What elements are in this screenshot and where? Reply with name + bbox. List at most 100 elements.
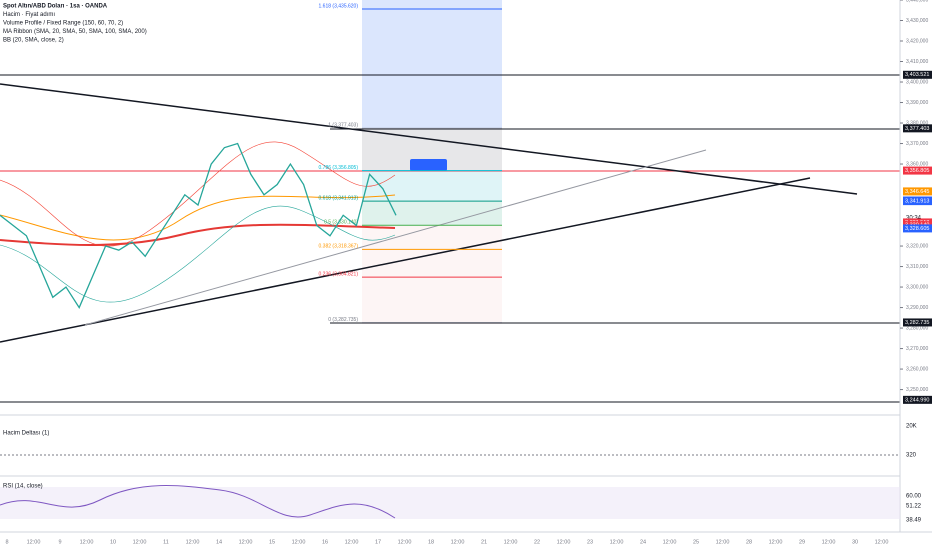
time-label: 12:00 xyxy=(186,539,200,545)
fib-label: 0.382 (3,318.367) xyxy=(319,244,359,250)
trendline xyxy=(0,177,811,343)
time-label: 12:00 xyxy=(80,539,94,545)
time-label: 12:00 xyxy=(875,539,889,545)
y-tick-label: 3,280,000 xyxy=(906,325,928,331)
price-tag xyxy=(903,166,932,175)
time-label: 12:00 xyxy=(769,539,783,545)
time-label: 12:00 xyxy=(292,539,306,545)
bollinger-band xyxy=(0,141,396,247)
price-tag-label: 3,377.403 xyxy=(905,126,929,132)
fib-label: 0 (3,282.735) xyxy=(328,317,358,323)
rsi-line xyxy=(0,485,396,519)
trendline xyxy=(0,83,858,195)
time-label: 12:00 xyxy=(610,539,624,545)
y-tick-label: 3,440,000 xyxy=(906,0,928,3)
y-tick-label: 3,390,000 xyxy=(906,100,928,106)
price-tag xyxy=(903,124,932,133)
time-label: 9 xyxy=(58,539,61,545)
trendline xyxy=(84,149,707,326)
y-tick-label: 3,370,000 xyxy=(906,141,928,147)
legend-line: Spot Altın/ABD Doları · 1sa · OANDA xyxy=(3,4,108,10)
fib-extension-zone xyxy=(362,0,502,129)
time-label: 10 xyxy=(110,539,116,545)
pane-tick: 51.22 xyxy=(906,504,922,510)
time-label: 23 xyxy=(587,539,593,545)
legend-line: MA Ribbon (SMA, 20, SMA, 50, SMA, 100, S… xyxy=(3,29,147,35)
price-tag xyxy=(903,197,932,206)
time-label: 29 xyxy=(799,539,805,545)
y-tick-label: 3,300,000 xyxy=(906,284,928,290)
fib-label: 1.618 (3,435.620) xyxy=(319,3,359,9)
fib-label: 0.5 (3,330.140) xyxy=(324,220,358,226)
price-tag-label: 3,341.913 xyxy=(905,199,929,205)
price-tag-label: 3,282.735 xyxy=(905,320,929,326)
y-tick-label: 3,310,000 xyxy=(906,264,928,270)
legend-line: Hacim · Fiyat adımı xyxy=(3,12,55,18)
price-tag-label: 3,356.805 xyxy=(905,168,929,174)
fib-label: 0.618 (3,341.913) xyxy=(319,195,359,201)
alert-box xyxy=(410,159,447,171)
rsi-band xyxy=(0,487,900,519)
pane-tick: 60.00 xyxy=(906,494,922,500)
fib-label: 0.786 (3,356.805) xyxy=(319,165,359,171)
y-tick-label: 3,380,000 xyxy=(906,120,928,126)
time-label: 12:00 xyxy=(133,539,147,545)
pane-tick: 20K xyxy=(906,424,917,430)
time-label: 12:00 xyxy=(239,539,253,545)
time-label: 14 xyxy=(216,539,222,545)
time-label: 30 xyxy=(852,539,858,545)
time-label: 16 xyxy=(322,539,328,545)
pane-tick: 320 xyxy=(906,453,917,459)
price-tag xyxy=(903,187,932,196)
moving-average xyxy=(0,194,396,241)
time-label: 12:00 xyxy=(345,539,359,545)
fib-zone xyxy=(362,226,502,324)
y-tick-label: 3,400,000 xyxy=(906,79,928,85)
bollinger-band xyxy=(0,205,396,303)
time-label: 15 xyxy=(269,539,275,545)
pane-title: RSI (14, close) xyxy=(3,484,43,490)
y-tick-label: 3,430,000 xyxy=(906,18,928,24)
legend-line: BB (20, SMA, close, 2) xyxy=(3,38,64,44)
time-label: 12:00 xyxy=(716,539,730,545)
time-label: 12:00 xyxy=(27,539,41,545)
price-tag-label: 3,403.521 xyxy=(905,72,929,78)
time-label: 12:00 xyxy=(822,539,836,545)
y-tick-label: 3,320,000 xyxy=(906,243,928,249)
legend-line: Volume Profile / Fixed Range (150, 60, 7… xyxy=(3,21,123,27)
y-tick-label: 3,360,000 xyxy=(906,161,928,167)
price-tag xyxy=(903,318,932,327)
price-line xyxy=(0,142,397,309)
moving-average xyxy=(0,223,396,246)
y-tick-label: 3,260,000 xyxy=(906,366,928,372)
time-label: 11 xyxy=(163,539,169,545)
price-tag xyxy=(903,224,932,233)
time-label: 18 xyxy=(428,539,434,545)
fib-label: 0.236 (3,304.821) xyxy=(319,271,359,277)
y-tick-label: 3,410,000 xyxy=(906,59,928,65)
y-tick-label: 3,420,000 xyxy=(906,38,928,44)
time-label: 12:00 xyxy=(557,539,571,545)
time-label: 8 xyxy=(5,539,8,545)
time-label: 12:00 xyxy=(663,539,677,545)
pane-tick: 38.49 xyxy=(906,518,922,524)
time-label: 24 xyxy=(640,539,646,545)
price-tag-label: 3,244.990 xyxy=(905,397,929,403)
time-label: 17 xyxy=(375,539,381,545)
price-tag xyxy=(903,70,932,79)
time-label: 25 xyxy=(693,539,699,545)
time-label: 12:00 xyxy=(504,539,518,545)
price-tag-label: 3,328.605 xyxy=(905,226,929,232)
y-tick-label: 3,270,000 xyxy=(906,346,928,352)
pane-title: Hacim Deltası (1) xyxy=(3,431,49,437)
y-tick-label: 3,250,000 xyxy=(906,387,928,393)
time-label: 21 xyxy=(481,539,487,545)
time-label: 12:00 xyxy=(398,539,412,545)
fib-label: 1 (3,377.403) xyxy=(328,123,358,129)
time-label: 28 xyxy=(746,539,752,545)
fib-zone xyxy=(362,202,502,226)
time-label: 12:00 xyxy=(451,539,465,545)
price-tag-label: 3,346.645 xyxy=(905,189,929,195)
